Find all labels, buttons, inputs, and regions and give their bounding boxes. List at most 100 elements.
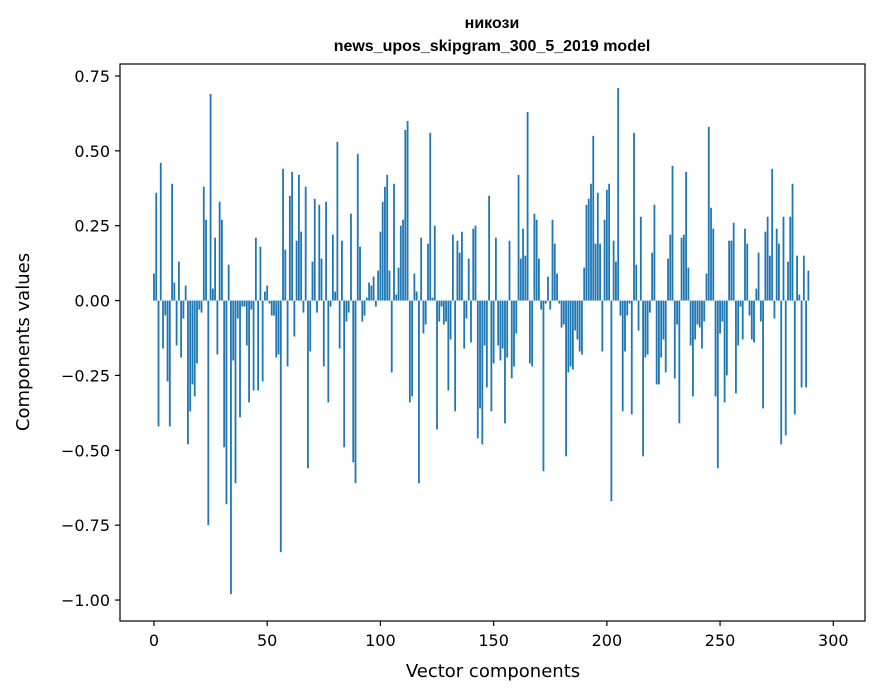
bar [467,258,470,301]
bar [454,300,457,412]
bar [603,219,606,301]
plot-frame [119,63,866,622]
bar [517,174,520,301]
bar [350,213,352,301]
bar [501,300,504,349]
bar [431,297,434,301]
bar [730,240,733,301]
bar [372,276,375,301]
bar [798,294,801,301]
bar [180,300,183,358]
bar [243,300,246,307]
x-tick-label: 100 [365,631,396,650]
bar [413,273,416,301]
bar [479,300,481,409]
bar [499,300,502,361]
bar [531,300,534,367]
bar [771,168,774,301]
bar [581,300,583,355]
y-tick-label: −0.75 [61,516,110,535]
bar [451,234,454,301]
bar [162,300,164,349]
bar [800,300,803,388]
bar [678,300,681,424]
bar [637,300,640,331]
bar [766,216,769,301]
bar [191,300,194,385]
bar [626,300,629,316]
bar [200,300,203,313]
bar [153,273,155,301]
bar [682,234,685,301]
bar [744,228,746,301]
bar [775,228,778,301]
bar [155,192,158,301]
x-axis-label: Vector components [406,661,580,682]
bar [712,228,715,301]
bar [494,237,497,301]
x-tick-label: 200 [592,631,623,650]
bar [544,300,547,304]
bar [359,246,361,301]
bar [619,300,622,316]
bar [701,300,703,349]
bar [187,300,189,445]
bar [241,300,244,307]
bar [184,285,187,301]
bar [687,267,690,301]
bar [703,300,706,322]
bar [436,300,438,430]
chart-subtitle: news_upos_skipgram_300_5_2019 model [334,38,651,55]
bar [311,261,314,301]
bar [445,300,447,322]
bar [551,219,554,301]
bar [275,300,278,358]
bar [628,300,631,304]
bar [805,300,808,388]
bar [316,300,318,313]
x-tick-label: 250 [705,631,736,650]
bar [633,132,635,301]
bar [664,300,667,373]
bar [748,300,751,316]
bar [239,300,241,418]
bar [189,300,192,412]
bar [472,228,475,301]
bar [483,300,486,346]
bar [218,201,221,301]
bar [402,219,404,301]
bar [485,300,488,388]
bar [621,300,624,412]
bar [259,246,262,301]
y-axis-ticks: −1.00 −0.75 −0.50 −0.25 0.00 0.25 0.50 0.75 [61,67,120,610]
bar [671,165,674,301]
bar [510,300,513,379]
bar [279,300,282,553]
bar [297,174,300,301]
bar [347,300,350,313]
bar [365,297,368,301]
bar [721,300,724,322]
bar [268,300,271,304]
bar [526,111,529,301]
bar [762,300,764,409]
bar [784,300,787,436]
bar [605,189,608,301]
bar [456,240,459,301]
bar [658,300,660,385]
bar [608,183,611,301]
bar [157,300,160,427]
bar [680,237,683,301]
bar [624,300,626,352]
bar [508,240,511,301]
x-tick-label: 300 [818,631,849,650]
bar [395,294,398,301]
bar [341,240,343,301]
bar [442,300,445,325]
bar [583,267,586,301]
bar [725,300,728,376]
bar [207,300,210,526]
bar [635,264,638,301]
bar [300,231,303,301]
y-tick-label: 0.50 [74,142,110,161]
